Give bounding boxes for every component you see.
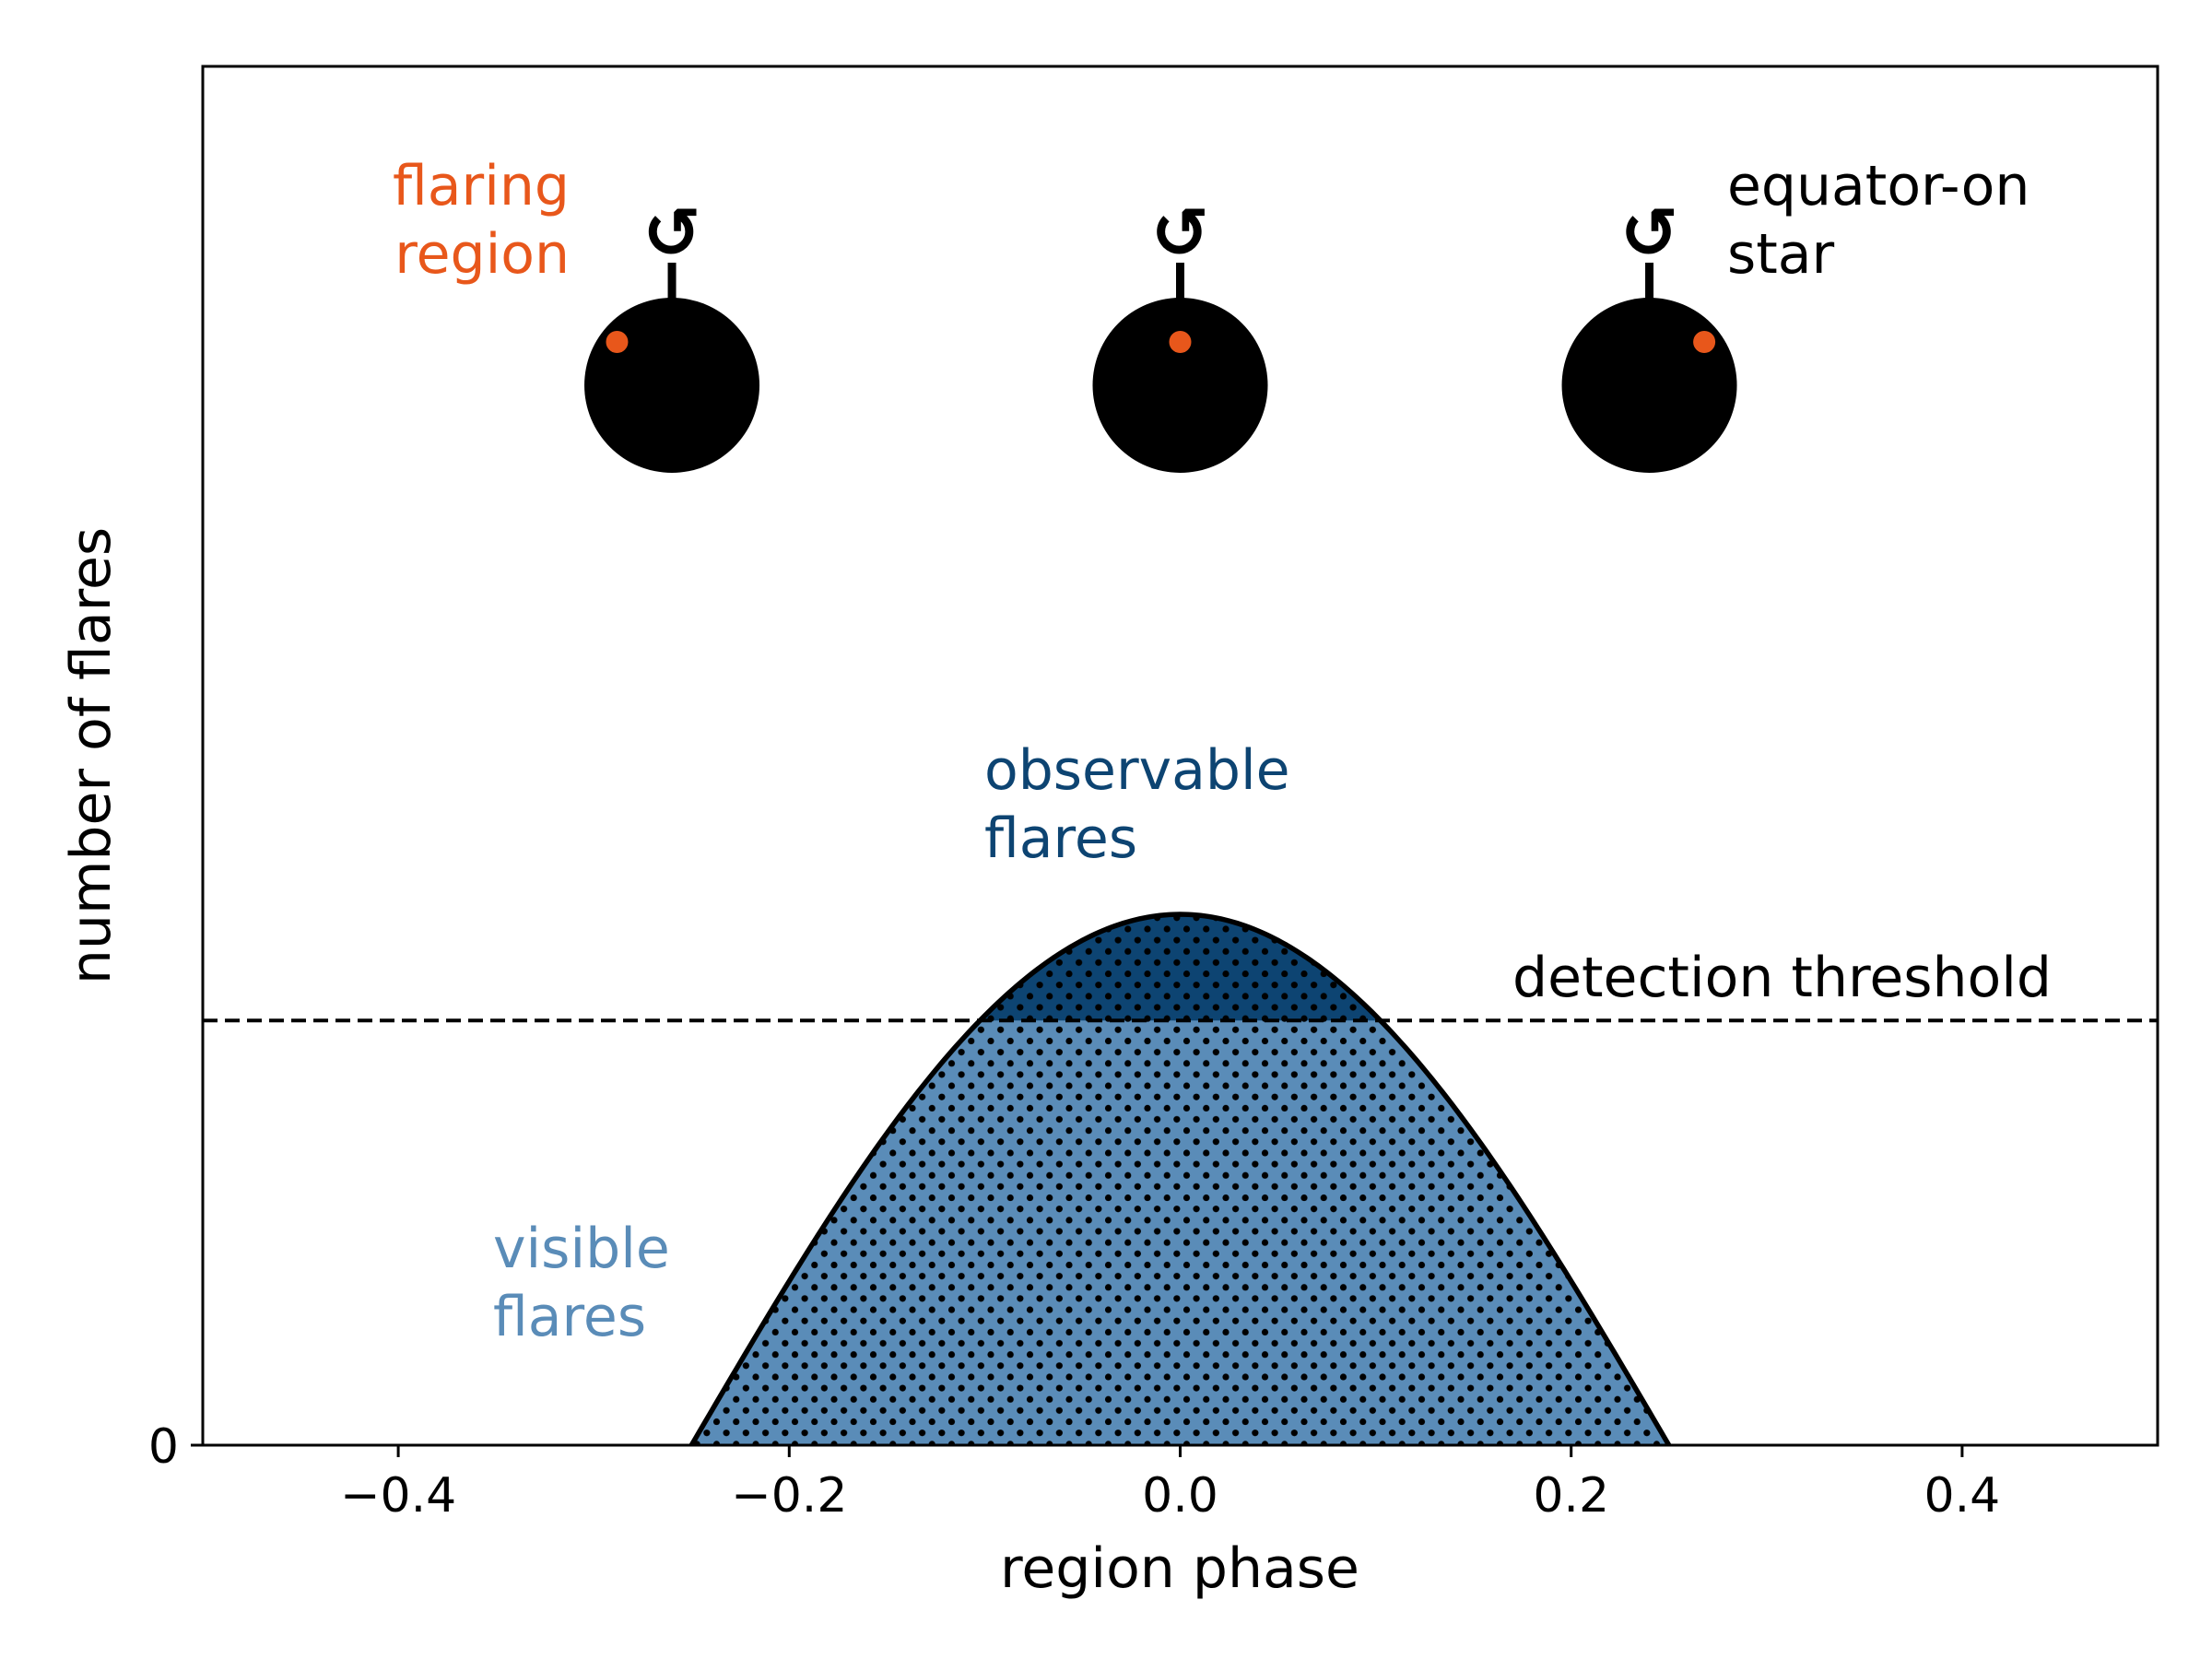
- rotation-arrow-icon: ↺: [1620, 192, 1679, 274]
- visible-flares-curve: [688, 912, 1672, 1445]
- equator-on-star-label-2: star: [1727, 222, 1835, 287]
- observable-flares-label-1: observable: [984, 738, 1290, 803]
- x-tick-label: −0.4: [340, 1468, 456, 1524]
- x-tick-label: 0.4: [1924, 1468, 2001, 1524]
- rotation-arrow-icon: ↺: [1151, 192, 1210, 274]
- x-tick-label: 0.2: [1533, 1468, 1609, 1524]
- flaring-region-label-2: region: [394, 222, 570, 287]
- detection-threshold-label: detection threshold: [1512, 946, 2052, 1010]
- plot-area: [203, 912, 2158, 1445]
- star-icon: ↺: [1092, 192, 1268, 473]
- star-disk: [1561, 298, 1737, 473]
- x-axis-ticks: −0.4 −0.2 0.0 0.2 0.4: [340, 1445, 2000, 1524]
- x-tick-label: 0.0: [1142, 1468, 1218, 1524]
- flaring-spot: [1693, 331, 1716, 353]
- flaring-region-label-1: flaring: [393, 154, 570, 218]
- flaring-spot: [1169, 331, 1192, 353]
- visible-flares-hatch: [691, 914, 1669, 1445]
- visible-flares-label-1: visible: [493, 1217, 670, 1281]
- star-disk: [1092, 298, 1268, 473]
- rotation-arrow-icon: ↺: [642, 192, 701, 274]
- y-axis-ticks: 0: [148, 1419, 203, 1475]
- star-icon: ↺: [1561, 192, 1737, 473]
- x-axis-label: region phase: [1000, 1536, 1359, 1601]
- flaring-spot: [606, 331, 629, 353]
- observable-flares-label-2: flares: [984, 806, 1137, 871]
- equator-on-star-label-1: equator-on: [1727, 154, 2030, 218]
- visible-flares-label-2: flares: [493, 1285, 646, 1349]
- x-tick-label: −0.2: [731, 1468, 847, 1524]
- star-disk: [584, 298, 760, 473]
- y-axis-label: number of flares: [59, 527, 124, 984]
- y-tick-label: 0: [148, 1419, 179, 1475]
- star-icon: ↺: [584, 192, 760, 473]
- star-icons: ↺ ↺ ↺: [584, 192, 1737, 473]
